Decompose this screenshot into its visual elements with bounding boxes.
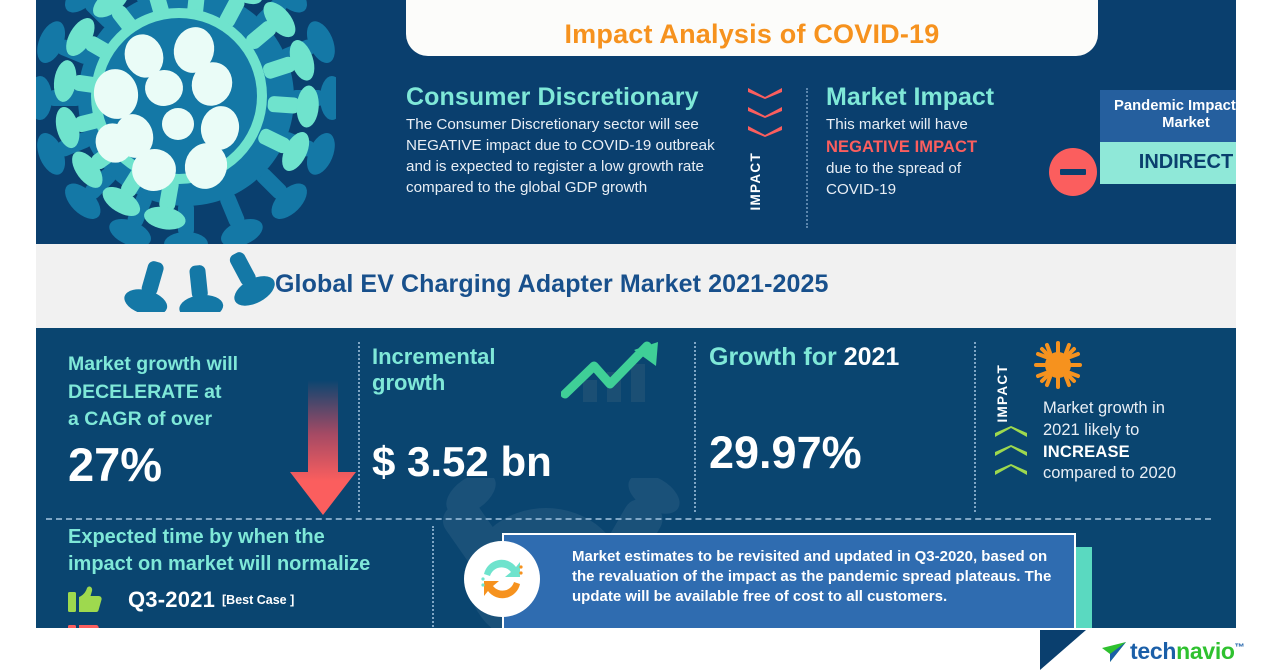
growth-2021-lead-a: Growth for xyxy=(709,343,844,371)
market-impact-line3: COVID-19 xyxy=(826,180,897,198)
incremental-value: $ 3.52 bn xyxy=(372,438,552,486)
cagr-panel: Market growth will DECELERATE at a CAGR … xyxy=(68,351,358,488)
chevron-up-icon xyxy=(995,444,1027,456)
report-title-band: Global EV Charging Adapter Market 2021-2… xyxy=(36,244,1236,328)
minus-circle-icon xyxy=(1049,148,1097,196)
logo-tech: tech xyxy=(1130,638,1177,664)
normalize-lead-line1: Expected time by when the xyxy=(68,526,325,548)
incremental-growth-panel: Incremental growth $ 3.52 bn xyxy=(372,344,692,483)
chevron-down-icon xyxy=(748,107,782,118)
pandemic-impact-heading: Pandemic Impact on Market xyxy=(1100,90,1236,142)
impact-2021-text: Market growth in 2021 likely to INCREASE… xyxy=(1043,398,1236,485)
notice-box: Market estimates to be revisited and upd… xyxy=(464,533,1076,628)
trend-up-icon xyxy=(561,341,658,402)
refresh-cycle-icon xyxy=(464,541,540,617)
thumbs-down-icon xyxy=(68,625,99,628)
page-title-card: Impact Analysis of COVID-19 xyxy=(406,0,1098,56)
logo-navio: navio xyxy=(1176,638,1235,664)
arrow-down-icon xyxy=(290,380,356,515)
growth-2021-lead-b: 2021 xyxy=(843,343,900,371)
normalize-panel: Expected time by when the impact on mark… xyxy=(68,524,458,628)
normalize-value-worst: Q1-2022 xyxy=(128,624,215,628)
chevron-down-icon xyxy=(748,88,782,99)
footer-slant xyxy=(1040,630,1086,670)
footer: technavio™ xyxy=(1040,630,1279,670)
coronavirus-illustration xyxy=(36,0,344,244)
consumer-discretionary-heading: Consumer Discretionary xyxy=(406,83,699,111)
impact-indicator-2021: IMPACT xyxy=(995,364,1037,480)
consumer-discretionary-block: Consumer Discretionary The Consumer Disc… xyxy=(406,84,736,199)
impact-2021-line3: compared to 2020 xyxy=(1043,464,1177,483)
cagr-lead: Market growth will DECELERATE at a CAGR … xyxy=(68,351,358,434)
chevron-down-icon xyxy=(748,126,782,137)
coronavirus-illustration-legs xyxy=(36,244,336,320)
normalize-row-worst: Q1-2022 [Worst Case] xyxy=(68,623,458,628)
impact-2021-line2: 2021 likely to xyxy=(1043,420,1140,439)
paper-plane-icon xyxy=(1102,641,1126,662)
thumbs-up-icon xyxy=(68,586,102,613)
market-impact-heading: Market Impact xyxy=(826,83,995,111)
impact-label-2021: IMPACT xyxy=(995,364,1010,423)
market-impact-line2: due to the spread of xyxy=(826,159,962,177)
notice-text: Market estimates to be revisited and upd… xyxy=(572,548,1052,605)
impact-2021-emphasis: INCREASE xyxy=(1043,442,1130,461)
logo-trademark: ™ xyxy=(1234,642,1245,654)
cagr-value: 27% xyxy=(68,438,163,492)
bottom-divider xyxy=(432,526,434,628)
stats-divider-2 xyxy=(694,342,696,512)
report-title: Global EV Charging Adapter Market 2021-2… xyxy=(275,270,829,298)
pandemic-impact-badge: Pandemic Impact on Market INDIRECT xyxy=(1100,90,1236,184)
technavio-logo[interactable]: technavio™ xyxy=(1102,638,1245,665)
stats-divider-1 xyxy=(358,342,360,512)
growth-2021-panel: Growth for 2021 29.97% xyxy=(709,343,999,478)
normalize-value-best: Q3-2021 xyxy=(128,587,216,613)
normalize-lead: Expected time by when the impact on mark… xyxy=(68,524,458,577)
pandemic-impact-value: INDIRECT xyxy=(1100,141,1236,184)
impact-2021-line1: Market growth in xyxy=(1043,399,1165,417)
stats-band: Market growth will DECELERATE at a CAGR … xyxy=(36,328,1236,628)
normalize-note-best: [Best Case ] xyxy=(222,593,295,608)
header-divider xyxy=(806,88,808,228)
page-title: Impact Analysis of COVID-19 xyxy=(564,19,940,49)
stats-divider-3 xyxy=(974,342,976,512)
chevron-up-icon xyxy=(995,463,1027,475)
market-impact-block: Market Impact This market will have NEGA… xyxy=(826,84,1041,200)
consumer-discretionary-body: The Consumer Discretionary sector will s… xyxy=(406,116,715,196)
chevron-up-icon xyxy=(995,425,1027,437)
header-band: Impact Analysis of COVID-19 Consumer Dis… xyxy=(36,0,1236,244)
impact-label-top: IMPACT xyxy=(748,152,763,211)
market-impact-body: This market will have NEGATIVE IMPACT du… xyxy=(826,115,1041,200)
impact-indicator-top: IMPACT xyxy=(748,88,792,228)
virus-sun-icon xyxy=(1034,341,1082,389)
cagr-lead-line1: Market growth will xyxy=(68,353,239,375)
incremental-lead-line1: Incremental xyxy=(372,344,496,369)
market-impact-line1: This market will have xyxy=(826,116,968,134)
incremental-lead-line2: growth xyxy=(372,370,446,396)
incremental-lead: Incremental growth xyxy=(372,344,692,396)
growth-2021-lead: Growth for 2021 xyxy=(709,343,999,372)
growth-2021-value: 29.97% xyxy=(709,426,862,478)
normalize-row-best: Q3-2021 [Best Case ] xyxy=(68,586,458,614)
stats-divider-horizontal xyxy=(46,518,1211,520)
market-impact-emphasis: NEGATIVE IMPACT xyxy=(826,138,978,157)
cagr-lead-line2: DECELERATE at xyxy=(68,380,222,403)
cagr-lead-line3: a CAGR of over xyxy=(68,408,213,431)
normalize-lead-line2: impact on market will normalize xyxy=(68,552,371,575)
